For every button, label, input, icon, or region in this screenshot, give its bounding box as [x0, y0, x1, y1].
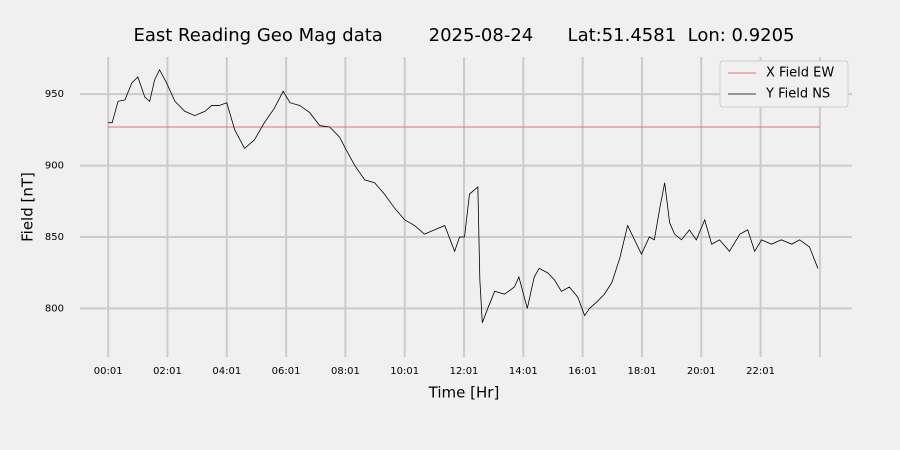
x-tick-label: 00:01 — [94, 366, 123, 377]
x-tick-label: 12:01 — [450, 366, 479, 377]
x-tick-label: 20:01 — [687, 366, 716, 377]
x-tick-label: 02:01 — [153, 366, 182, 377]
legend-label: Y Field NS — [765, 87, 830, 102]
x-axis-label: Time [Hr] — [428, 384, 500, 402]
legend-box — [719, 60, 849, 108]
y-tick-label: 900 — [45, 161, 64, 172]
x-tick-label: 14:01 — [509, 366, 538, 377]
y-axis-label: Field [nT] — [19, 172, 37, 242]
legend-label: X Field EW — [766, 66, 834, 81]
x-tick-label: 10:01 — [390, 366, 419, 377]
y-tick-label: 850 — [45, 232, 64, 243]
y-tick-label: 950 — [45, 89, 64, 100]
x-tick-label: 18:01 — [628, 366, 657, 377]
chart-title: East Reading Geo Mag data 2025-08-24 Lat… — [133, 25, 794, 46]
x-tick-label: 16:01 — [568, 366, 597, 377]
x-tick-label: 04:01 — [212, 366, 241, 377]
x-tick-label: 08:01 — [331, 366, 360, 377]
x-tick-label: 06:01 — [272, 366, 301, 377]
y-tick-label: 800 — [45, 303, 64, 314]
x-tick-label: 22:01 — [746, 366, 775, 377]
line — [108, 68, 819, 323]
